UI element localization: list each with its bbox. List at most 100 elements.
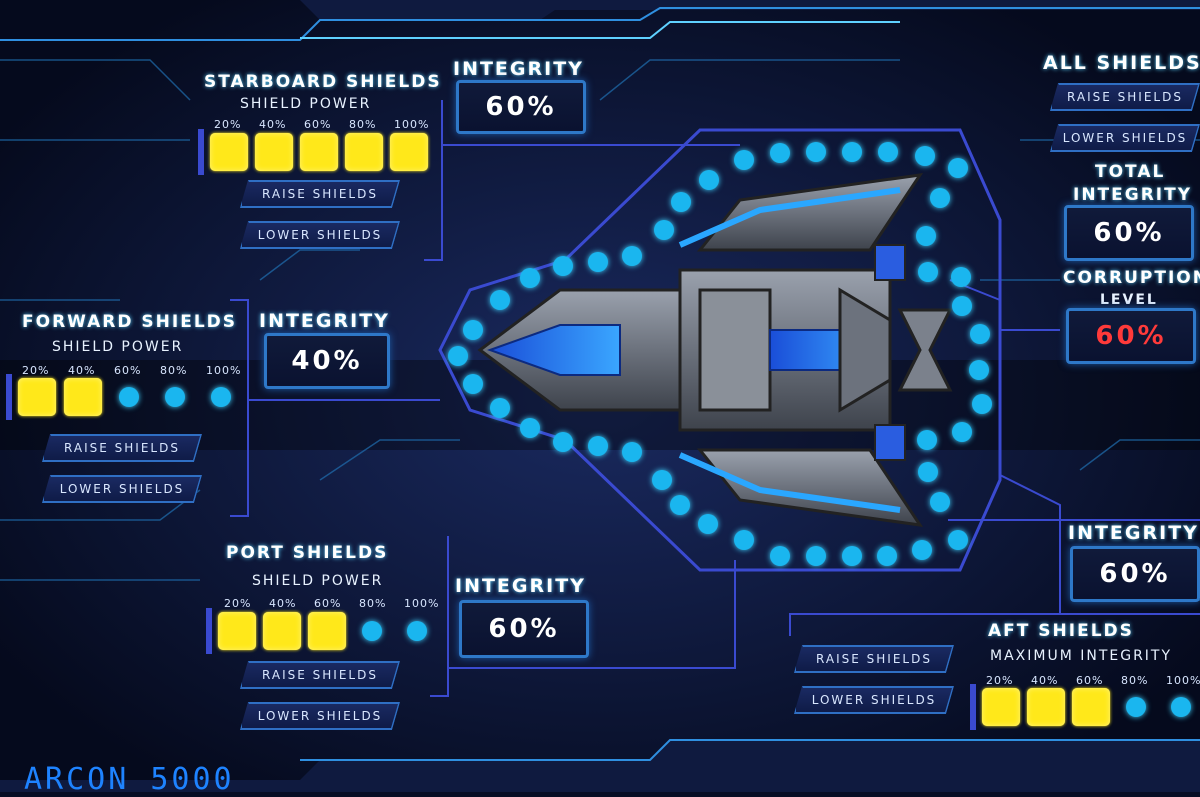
shield-node xyxy=(842,142,862,162)
forward-shields-title: FORWARD SHIELDS xyxy=(22,312,238,332)
shield-node xyxy=(734,530,754,550)
shield-node xyxy=(490,398,510,418)
forward-lower-shields-button[interactable]: LOWER SHIELDS xyxy=(42,475,202,503)
shield-node xyxy=(918,262,938,282)
port-bar-end xyxy=(206,608,212,654)
shield-node xyxy=(806,546,826,566)
shield-node xyxy=(948,158,968,178)
starboard-segment-active[interactable] xyxy=(300,133,338,171)
port-segment-inactive[interactable] xyxy=(407,621,427,641)
aft-segment-active[interactable] xyxy=(1027,688,1065,726)
forward-integrity-value: 40% xyxy=(264,333,390,389)
starboard-segment-active[interactable] xyxy=(390,133,428,171)
port-segment-active[interactable] xyxy=(263,612,301,650)
shield-node xyxy=(734,150,754,170)
port-segment-active[interactable] xyxy=(308,612,346,650)
starboard-integrity-value: 60% xyxy=(456,80,586,134)
forward-segment-inactive[interactable] xyxy=(211,387,231,407)
starboard-shields-title: STARBOARD SHIELDS xyxy=(204,72,442,92)
shield-node xyxy=(952,422,972,442)
starboard-integrity-label: INTEGRITY xyxy=(453,58,584,80)
starboard-level-label: 20% xyxy=(214,118,242,131)
starboard-bar-end xyxy=(198,129,204,175)
port-raise-shields-button[interactable]: RAISE SHIELDS xyxy=(240,661,400,689)
forward-segment-active[interactable] xyxy=(18,378,56,416)
starboard-segment-active[interactable] xyxy=(210,133,248,171)
aft-integrity-label: INTEGRITY xyxy=(1068,522,1199,544)
shield-node xyxy=(671,192,691,212)
shield-node xyxy=(842,546,862,566)
port-shields-title: PORT SHIELDS xyxy=(226,543,389,563)
total-label-line1: TOTAL xyxy=(1095,162,1166,182)
aft-raise-shields-button[interactable]: RAISE SHIELDS xyxy=(794,645,954,673)
aft-segment-inactive[interactable] xyxy=(1171,697,1191,717)
port-integrity-label: INTEGRITY xyxy=(455,575,586,597)
starboard-segment-active[interactable] xyxy=(345,133,383,171)
port-level-label: 60% xyxy=(314,597,342,610)
aft-integrity-value: 60% xyxy=(1070,546,1200,602)
port-segment-active[interactable] xyxy=(218,612,256,650)
shield-node xyxy=(878,142,898,162)
shield-node xyxy=(770,143,790,163)
arcon-logo: ARCON 5000 xyxy=(24,762,235,797)
shield-node xyxy=(770,546,790,566)
aft-level-label: 40% xyxy=(1031,674,1059,687)
port-level-label: 20% xyxy=(224,597,252,610)
port-shield-power-label: SHIELD POWER xyxy=(252,573,384,589)
forward-level-label: 60% xyxy=(114,364,142,377)
starboard-raise-shields-button[interactable]: RAISE SHIELDS xyxy=(240,180,400,208)
shield-node xyxy=(622,442,642,462)
shield-node xyxy=(918,462,938,482)
forward-level-label: 40% xyxy=(68,364,96,377)
spaceship-icon xyxy=(477,173,953,527)
total-label-line2: INTEGRITY xyxy=(1073,185,1193,205)
forward-raise-shields-button[interactable]: RAISE SHIELDS xyxy=(42,434,202,462)
port-level-label: 100% xyxy=(404,597,440,610)
shield-node xyxy=(969,360,989,380)
shield-node xyxy=(951,267,971,287)
all-raise-shields-button[interactable]: RAISE SHIELDS xyxy=(1050,83,1200,111)
forward-bar-end xyxy=(6,374,12,420)
port-level-label: 40% xyxy=(269,597,297,610)
aft-bar-end xyxy=(970,684,976,730)
aft-level-label: 80% xyxy=(1121,674,1149,687)
shield-node xyxy=(553,256,573,276)
shield-node xyxy=(972,394,992,414)
shield-node xyxy=(930,492,950,512)
shield-node xyxy=(553,432,573,452)
shield-node xyxy=(952,296,972,316)
starboard-level-label: 60% xyxy=(304,118,332,131)
starboard-lower-shields-button[interactable]: LOWER SHIELDS xyxy=(240,221,400,249)
aft-segment-inactive[interactable] xyxy=(1126,697,1146,717)
starboard-segment-active[interactable] xyxy=(255,133,293,171)
forward-segment-inactive[interactable] xyxy=(165,387,185,407)
shield-node xyxy=(588,252,608,272)
shield-node xyxy=(917,430,937,450)
shield-node xyxy=(699,170,719,190)
shield-node xyxy=(670,495,690,515)
starboard-shield-power-label: SHIELD POWER xyxy=(240,96,372,112)
total-integrity-value: 60% xyxy=(1064,205,1194,261)
starboard-level-label: 80% xyxy=(349,118,377,131)
shield-node xyxy=(930,188,950,208)
forward-segment-active[interactable] xyxy=(64,378,102,416)
shield-node xyxy=(698,514,718,534)
aft-maximum-integrity-label: MAXIMUM INTEGRITY xyxy=(990,648,1173,664)
shield-node xyxy=(652,470,672,490)
all-lower-shields-button[interactable]: LOWER SHIELDS xyxy=(1050,124,1200,152)
shield-node xyxy=(463,320,483,340)
forward-integrity-label: INTEGRITY xyxy=(259,310,390,332)
port-lower-shields-button[interactable]: LOWER SHIELDS xyxy=(240,702,400,730)
shield-node xyxy=(948,530,968,550)
corruption-label-line2: LEVEL xyxy=(1100,292,1158,308)
port-segment-inactive[interactable] xyxy=(362,621,382,641)
aft-level-label: 20% xyxy=(986,674,1014,687)
aft-segment-active[interactable] xyxy=(982,688,1020,726)
starboard-level-label: 40% xyxy=(259,118,287,131)
starboard-level-label: 100% xyxy=(394,118,430,131)
aft-lower-shields-button[interactable]: LOWER SHIELDS xyxy=(794,686,954,714)
shield-node xyxy=(520,268,540,288)
aft-segment-active[interactable] xyxy=(1072,688,1110,726)
forward-segment-inactive[interactable] xyxy=(119,387,139,407)
